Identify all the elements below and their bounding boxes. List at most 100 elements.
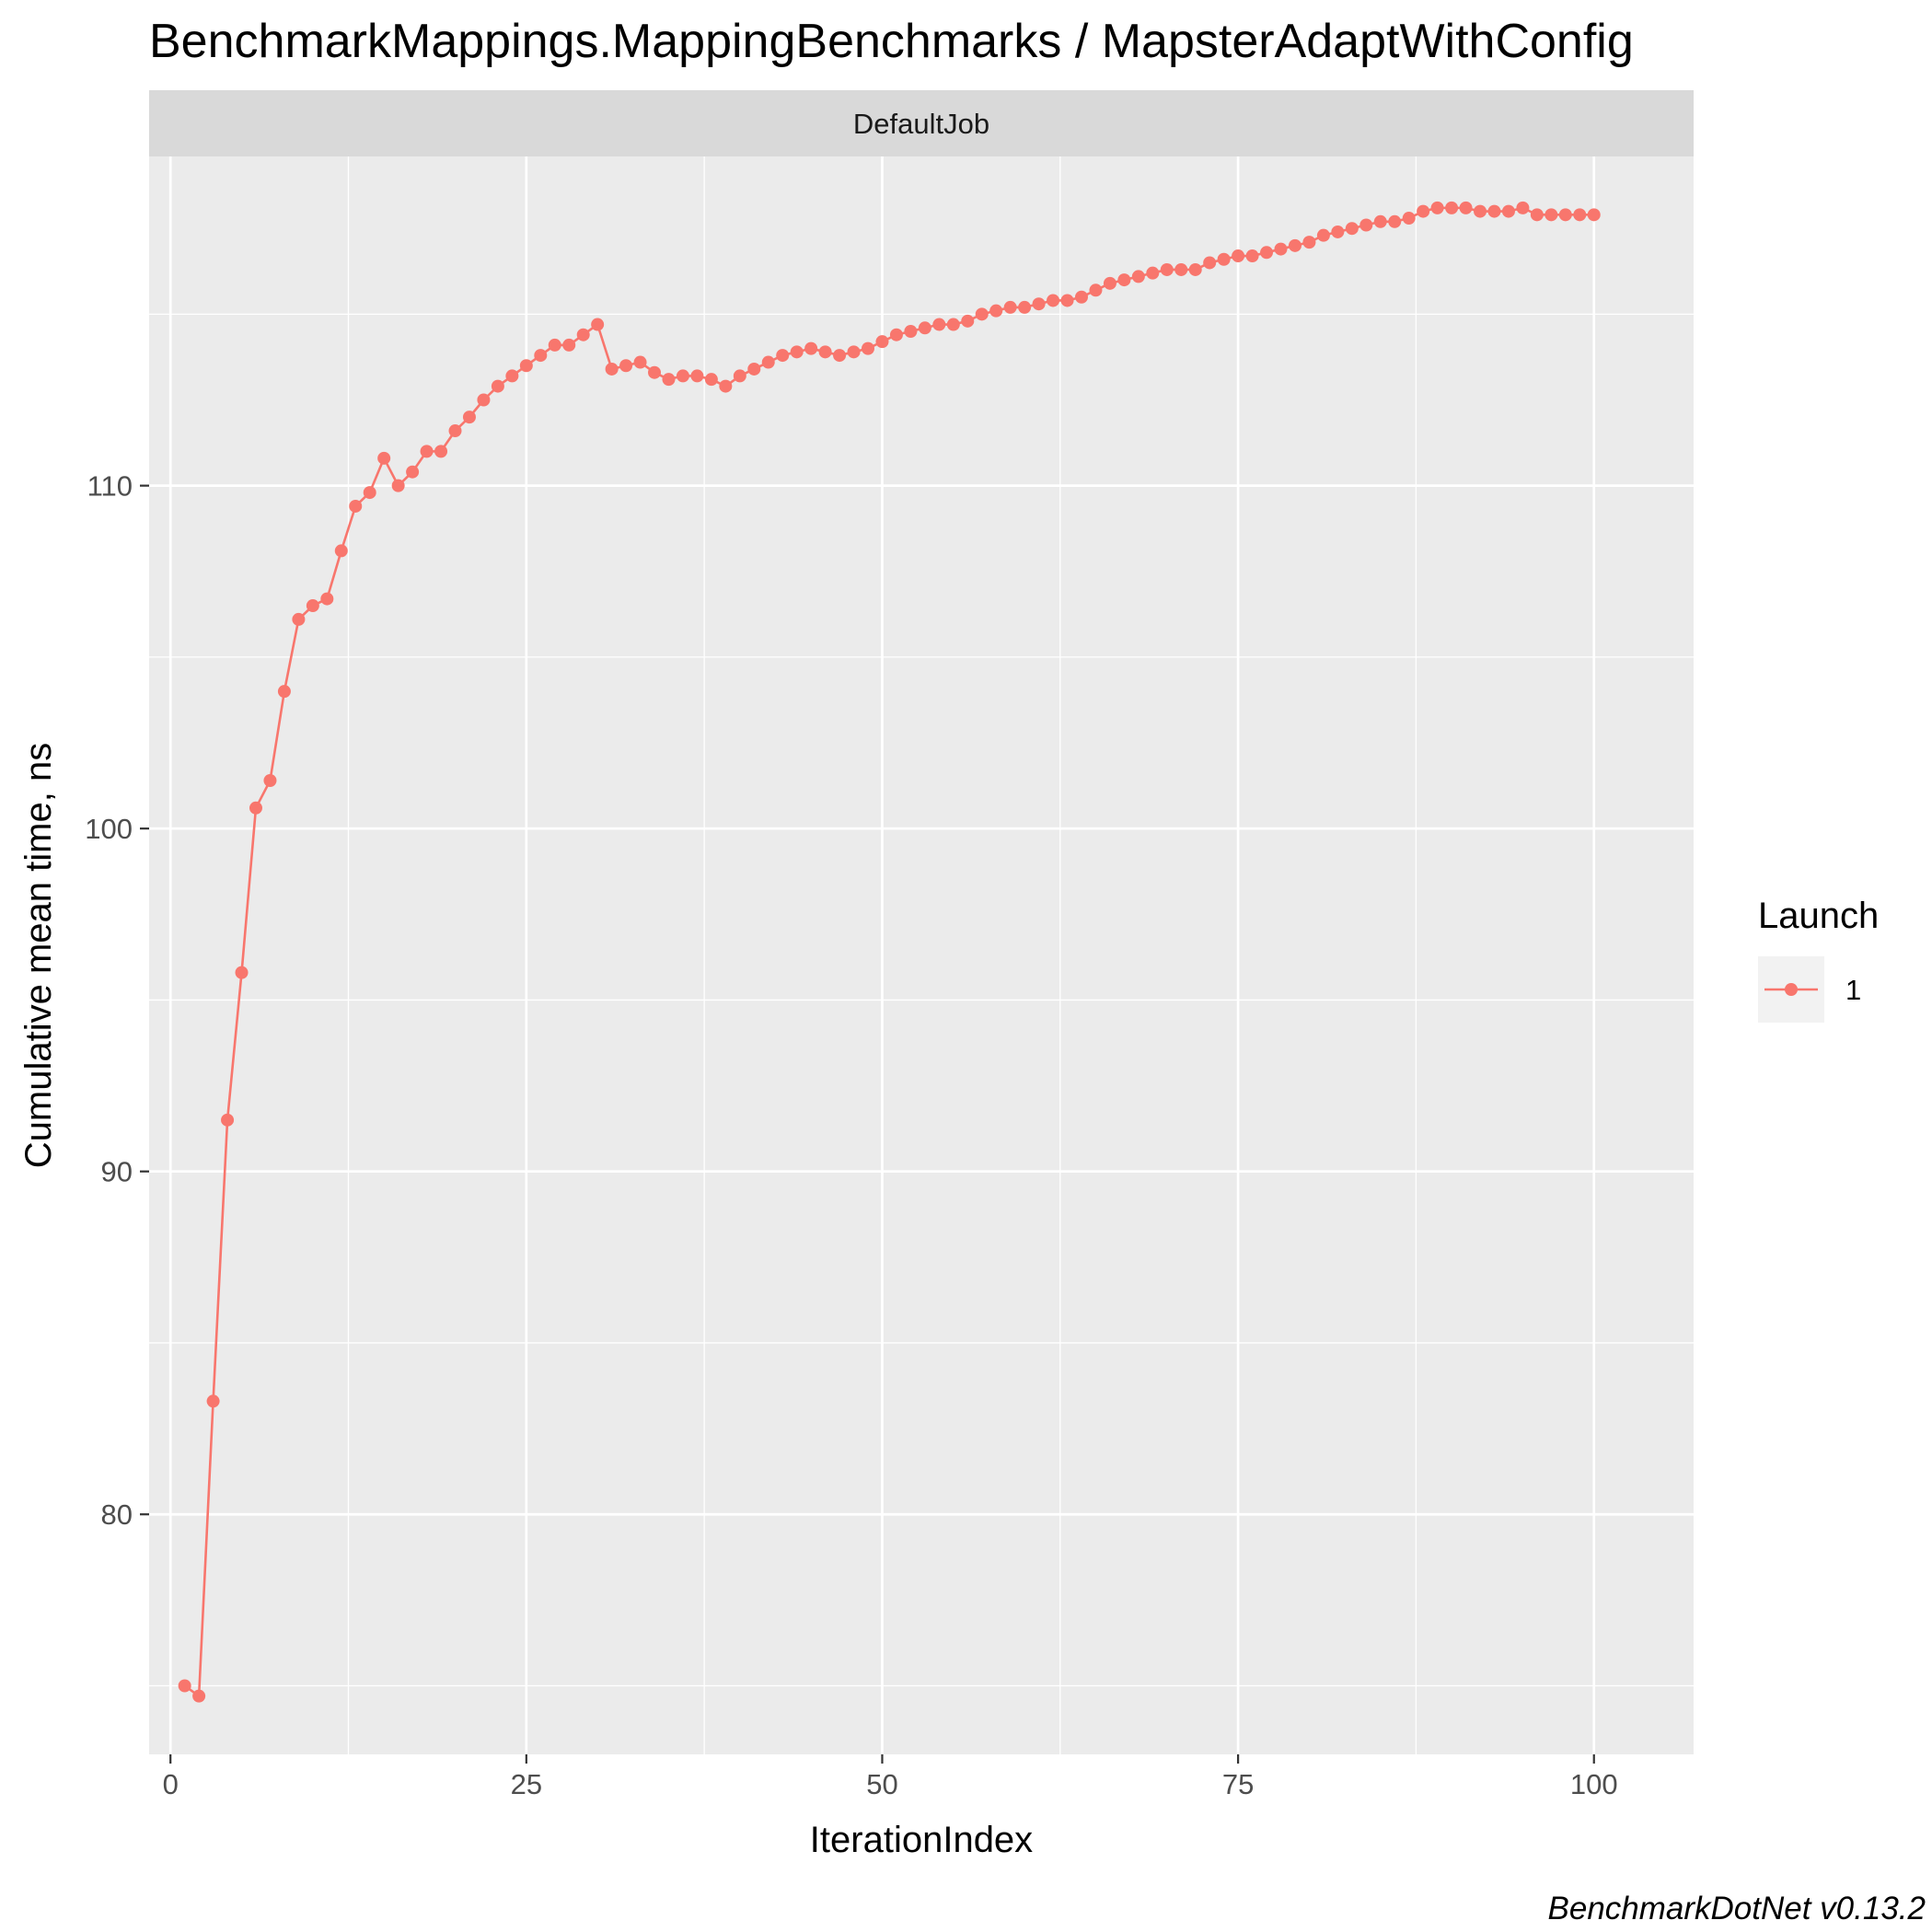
data-point [306,599,319,613]
data-point [562,338,576,352]
caption: BenchmarkDotNet v0.13.2 [1548,1891,1926,1926]
x-tick-label: 0 [163,1768,179,1800]
data-point [1445,201,1459,214]
data-point [889,328,903,341]
data-point [989,304,1003,318]
data-point [391,479,405,492]
y-tick-label: 100 [85,813,133,845]
data-point [334,544,348,558]
data-point [1103,276,1116,290]
data-point [1245,249,1259,263]
data-point [833,349,847,363]
data-point [1131,270,1145,283]
data-point [1345,222,1359,236]
data-point [633,355,647,369]
data-point [1573,208,1587,222]
data-point [420,445,434,458]
data-point [804,341,818,355]
data-point [1544,208,1558,222]
data-point [862,341,874,355]
data-point [548,338,561,352]
data-point [875,335,889,349]
series-line [183,206,1594,1697]
data-point [932,318,946,331]
data-point [690,369,704,383]
series-layer [178,201,1601,1703]
data-point [1587,208,1601,222]
data-point [1288,238,1301,252]
data-point [1331,225,1345,238]
data-point [1047,294,1060,307]
data-point [292,612,306,626]
data-point [790,345,804,359]
data-point [1501,204,1515,218]
data-point [1018,300,1032,314]
data-point [1188,262,1202,276]
data-point [534,349,548,363]
data-point [206,1394,220,1408]
data-point [249,801,262,815]
data-point [377,451,391,465]
y-axis-title: Cumulative mean time, ns [18,743,59,1168]
data-point [1402,212,1416,226]
data-point [505,369,519,383]
data-point [1032,297,1046,311]
major-gridlines [149,156,1694,1754]
data-point [1302,236,1316,249]
data-point [918,321,931,335]
data-point [235,966,249,979]
legend: Launch 1 [1758,896,1879,1023]
data-point [320,592,334,606]
data-point [676,369,689,383]
data-point [1217,252,1231,266]
data-point [192,1689,206,1703]
data-point [1146,266,1160,280]
legend-key-point [1785,983,1798,996]
data-point [719,379,733,393]
data-point [221,1113,235,1127]
data-point [747,362,761,376]
x-tick-label: 50 [866,1768,897,1800]
data-point [1530,208,1544,222]
data-point [1232,249,1245,263]
data-point [1417,204,1430,218]
data-point [733,369,746,383]
data-point [477,393,491,407]
x-tick-label: 75 [1222,1768,1254,1800]
data-point [847,345,861,359]
data-point [1074,290,1088,304]
data-point [178,1679,191,1693]
data-point [349,499,363,513]
data-point [277,685,291,699]
data-point [1117,273,1131,287]
data-point [462,411,476,424]
data-point [904,324,918,338]
data-point [818,345,832,359]
facet-strip [149,90,1694,156]
data-point [519,359,533,373]
data-point [1174,262,1188,276]
facet-strip-label: DefaultJob [853,108,989,140]
y-tick-label: 90 [101,1156,133,1188]
data-point [491,379,504,393]
data-point [1089,283,1103,297]
data-point [761,355,775,369]
y-tick-label: 110 [87,470,133,503]
data-point [1459,201,1473,214]
data-point [1516,201,1530,214]
data-point [1373,214,1387,228]
legend-entry-label: 1 [1845,974,1861,1006]
data-point [1474,204,1487,218]
data-point [263,774,277,788]
data-point [1060,294,1074,307]
data-point [1359,218,1373,232]
data-point [1203,256,1217,270]
chart-title: BenchmarkMappings.MappingBenchmarks / Ma… [149,15,1634,68]
data-point [1430,201,1444,214]
data-point [434,445,448,458]
data-point [1316,228,1330,242]
axis-ticks [140,484,1595,1764]
data-point [605,362,619,376]
x-tick-labels: 0 25 50 75 100 [163,1768,1618,1800]
